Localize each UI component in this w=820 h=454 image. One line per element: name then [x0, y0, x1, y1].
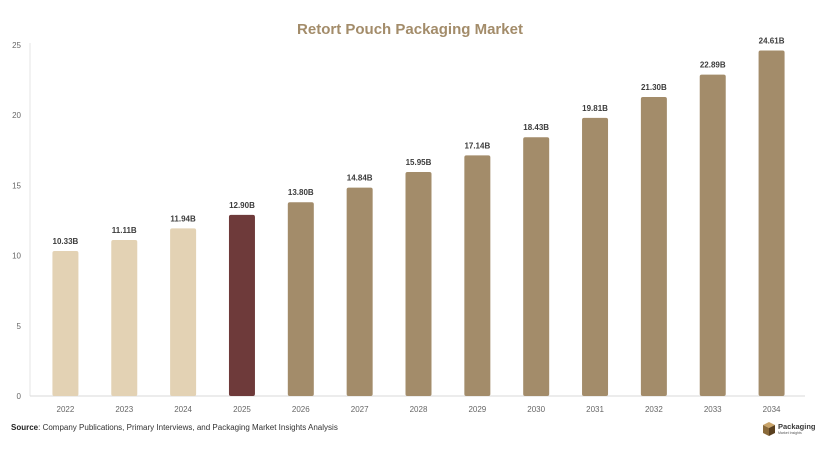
bar-2026: [287, 202, 314, 396]
x-tick-label: 2025: [233, 405, 251, 414]
brand-tagline: Market Insights: [778, 430, 802, 435]
source-note: Source: Company Publications, Primary In…: [11, 423, 338, 432]
brand-logo: Packaging Market Insights: [763, 422, 816, 436]
y-tick-label: 20: [12, 111, 21, 120]
x-tick-label: 2026: [292, 405, 310, 414]
x-tick-label: 2033: [704, 405, 722, 414]
x-tick-label: 2022: [57, 405, 75, 414]
data-label: 10.33B: [53, 237, 79, 246]
bar-2024: [170, 228, 197, 396]
brand-name: Packaging: [778, 422, 816, 431]
data-label: 13.80B: [288, 188, 314, 197]
bar-2030: [523, 137, 550, 396]
x-tick-label: 2030: [527, 405, 545, 414]
x-tick-label: 2027: [351, 405, 369, 414]
data-label: 24.61B: [759, 36, 785, 45]
x-tick-label: 2032: [645, 405, 663, 414]
data-label: 11.11B: [112, 226, 137, 235]
bar-2031: [582, 117, 609, 396]
chart-title: Retort Pouch Packaging Market: [297, 21, 523, 38]
x-tick-label: 2029: [468, 405, 486, 414]
data-label: 22.89B: [700, 61, 726, 70]
bar-2033: [699, 74, 726, 397]
y-tick-label: 25: [12, 41, 21, 50]
box-icon: [763, 422, 775, 436]
data-label: 21.30B: [641, 83, 667, 92]
data-label: 11.94B: [170, 214, 196, 223]
bar-2027: [346, 187, 373, 396]
bar-2022: [52, 250, 79, 396]
data-label: 18.43B: [523, 123, 549, 132]
x-tick-label: 2028: [410, 405, 428, 414]
bar-2029: [464, 155, 491, 396]
x-tick-label: 2024: [174, 405, 192, 414]
data-label: 19.81B: [582, 104, 608, 113]
data-label: 12.90B: [229, 201, 255, 210]
source-label: Source: [11, 423, 39, 432]
bar-2028: [405, 172, 432, 396]
bar-2025: [228, 214, 255, 396]
data-label: 14.84B: [347, 174, 373, 183]
bar-2034: [758, 50, 785, 397]
data-label: 17.14B: [464, 141, 490, 150]
y-tick-label: 15: [12, 181, 21, 190]
data-label: 15.95B: [406, 158, 432, 167]
source-text: : Company Publications, Primary Intervie…: [38, 423, 338, 432]
x-tick-label: 2023: [115, 405, 133, 414]
bar-2023: [111, 240, 138, 396]
bar-2032: [640, 96, 667, 396]
y-tick-label: 5: [17, 322, 22, 331]
x-tick-label: 2031: [586, 405, 604, 414]
y-tick-label: 0: [17, 392, 22, 401]
y-tick-label: 10: [12, 252, 21, 261]
x-tick-label: 2034: [763, 405, 781, 414]
